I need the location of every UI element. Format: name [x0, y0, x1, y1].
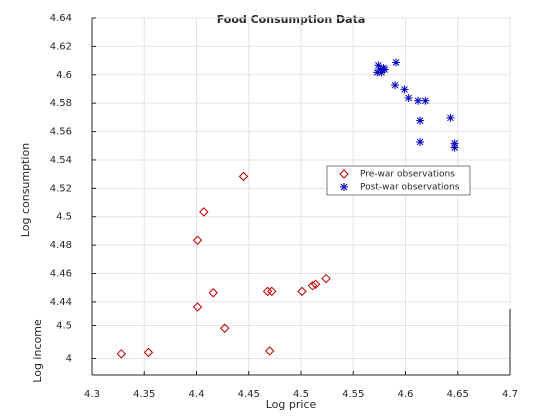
- point: [374, 61, 383, 70]
- point: [404, 93, 413, 102]
- point: [262, 286, 273, 297]
- z-tick-label: 4.62: [50, 41, 72, 52]
- x-tick-label: 4.4: [189, 389, 205, 400]
- y-axis-label: Log income: [31, 319, 44, 383]
- x-tick-label: 4.35: [133, 389, 155, 400]
- point: [446, 113, 455, 122]
- point: [416, 116, 425, 125]
- z-tick-label: 4.52: [50, 183, 72, 194]
- z-tick-label: 4.56: [50, 127, 72, 138]
- point: [421, 96, 430, 105]
- z-tick-label: 4.48: [50, 240, 72, 251]
- x-tick-label: 4.3: [84, 389, 100, 400]
- point: [208, 288, 218, 298]
- x-tick-label: 4.45: [238, 389, 260, 400]
- x-axis-label: Log price: [266, 398, 317, 411]
- point: [310, 279, 321, 289]
- point: [264, 346, 275, 356]
- x-tick-label: 4.7: [502, 389, 518, 400]
- z-axis-label: Log consumption: [19, 143, 32, 237]
- point: [416, 137, 425, 146]
- point: [391, 81, 400, 90]
- point: [220, 323, 230, 333]
- point: [450, 139, 459, 148]
- legend-label: Pre-war observations: [360, 170, 455, 180]
- point: [143, 347, 154, 358]
- point: [199, 207, 209, 217]
- point: [392, 58, 401, 67]
- y-tick-label: 4: [66, 354, 72, 365]
- point: [340, 183, 348, 191]
- point: [400, 85, 409, 94]
- point: [380, 65, 389, 74]
- point: [238, 171, 249, 182]
- x-tick-label: 4.6: [398, 389, 414, 400]
- legend-label: Post-war observations: [360, 183, 460, 193]
- point: [192, 235, 203, 245]
- point: [414, 96, 423, 105]
- x-tick-label: 4.65: [447, 389, 469, 400]
- z-tick-label: 4.5: [56, 212, 72, 223]
- point: [373, 68, 382, 77]
- point: [321, 273, 331, 284]
- legend: [326, 165, 471, 196]
- z-tick-label: 4.64: [50, 13, 72, 24]
- z-tick-label: 4.6: [56, 70, 72, 81]
- z-tick-label: 4.54: [50, 155, 72, 166]
- point: [307, 280, 318, 291]
- x-tick-label: 4.5: [293, 389, 309, 400]
- z-tick-label: 4.44: [50, 297, 72, 308]
- z-tick-label: 4.46: [50, 269, 72, 280]
- point: [450, 143, 459, 152]
- point: [267, 286, 277, 297]
- point: [297, 286, 307, 297]
- x-tick-label: 4.55: [342, 389, 364, 400]
- point: [192, 302, 203, 312]
- point: [116, 349, 126, 359]
- z-tick-label: 4.58: [50, 98, 72, 109]
- y-tick-label: 4.5: [56, 321, 72, 332]
- point: [339, 169, 349, 179]
- chart-title: Food Consumption Data: [217, 13, 366, 26]
